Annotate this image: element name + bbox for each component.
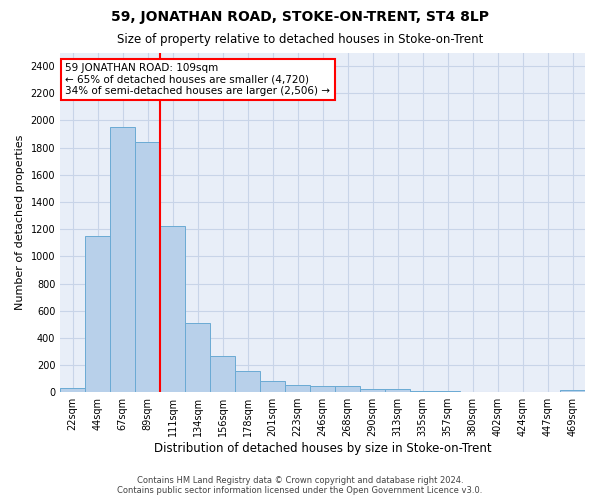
Y-axis label: Number of detached properties: Number of detached properties [15, 134, 25, 310]
Bar [385, 390, 410, 392]
Bar [335, 386, 360, 392]
Text: 59 JONATHAN ROAD: 109sqm
← 65% of detached houses are smaller (4,720)
34% of sem: 59 JONATHAN ROAD: 109sqm ← 65% of detach… [65, 62, 331, 96]
Bar [410, 391, 435, 392]
Bar [560, 390, 585, 392]
Bar [285, 386, 310, 392]
Bar [260, 382, 285, 392]
Text: 59, JONATHAN ROAD, STOKE-ON-TRENT, ST4 8LP: 59, JONATHAN ROAD, STOKE-ON-TRENT, ST4 8… [111, 10, 489, 24]
Bar [185, 323, 210, 392]
Bar [135, 142, 160, 392]
Bar [85, 236, 110, 392]
X-axis label: Distribution of detached houses by size in Stoke-on-Trent: Distribution of detached houses by size … [154, 442, 491, 455]
Bar [360, 390, 385, 392]
Bar [435, 391, 460, 392]
Text: Contains HM Land Registry data © Crown copyright and database right 2024.
Contai: Contains HM Land Registry data © Crown c… [118, 476, 482, 495]
Bar [310, 386, 335, 392]
Bar [235, 371, 260, 392]
Bar [210, 356, 235, 392]
Bar [60, 388, 85, 392]
Text: Size of property relative to detached houses in Stoke-on-Trent: Size of property relative to detached ho… [117, 32, 483, 46]
Bar [160, 226, 185, 392]
Bar [110, 127, 135, 392]
